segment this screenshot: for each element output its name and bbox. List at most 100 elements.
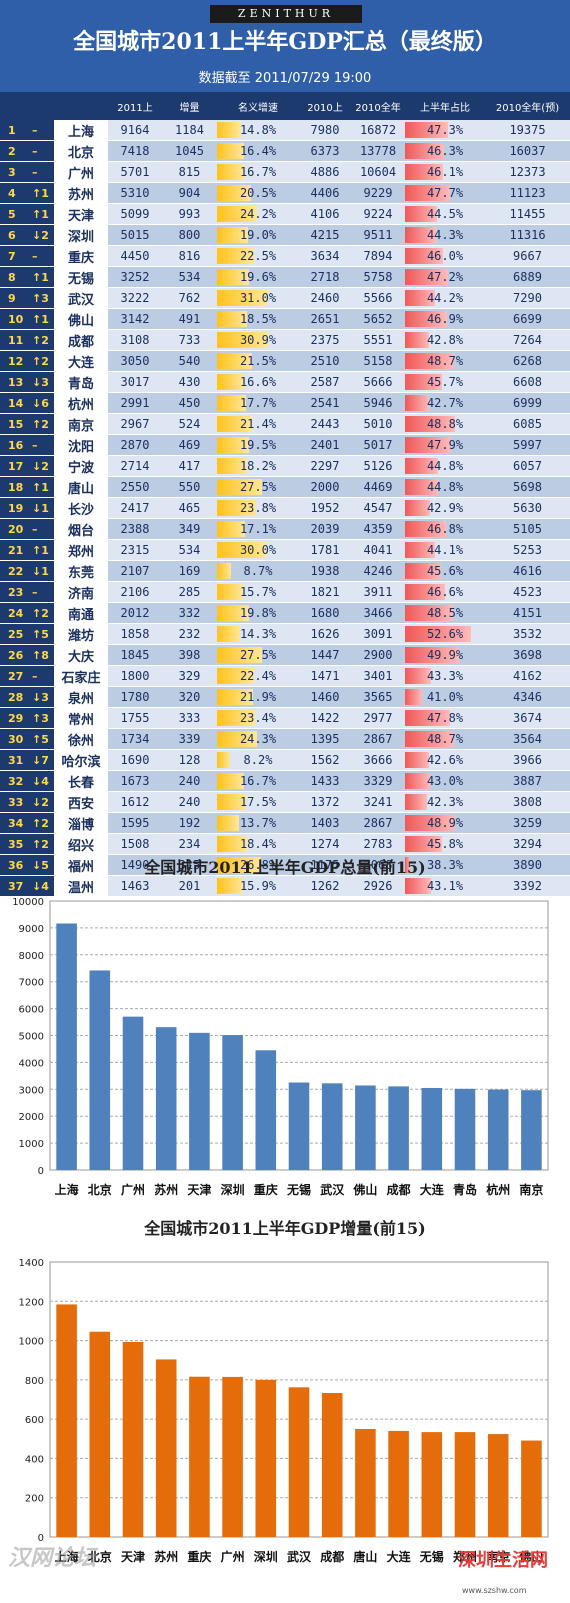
share-value: 46.9% <box>426 312 464 326</box>
increase-cell: 169 <box>162 560 217 582</box>
rank-change-cell: – <box>28 665 54 687</box>
x-tick-label: 苏州 <box>154 1182 178 1197</box>
rank-cell: 28 <box>0 686 28 708</box>
share-cell: 47.8% <box>405 707 485 729</box>
bar <box>521 1090 542 1170</box>
increase-cell: 339 <box>162 728 217 750</box>
y-tick-label: 6000 <box>19 1005 44 1016</box>
fy-2010-cell: 3401 <box>351 665 405 687</box>
growth-cell: 16.7% <box>217 770 299 792</box>
rank-cell: 18 <box>0 476 28 498</box>
growth-bar <box>217 395 247 411</box>
h1-2010-cell: 2510 <box>299 350 351 372</box>
growth-value: 21.9% <box>239 690 277 704</box>
h1-2010-cell: 7980 <box>299 120 351 141</box>
growth-cell: 15.7% <box>217 581 299 603</box>
rank-cell: 21 <box>0 539 28 561</box>
share-bar <box>405 731 455 747</box>
table-row: 10 ↑1 佛山 3142 491 18.5% 2651 5652 46.9% 6699 <box>0 308 570 330</box>
share-value: 41.0% <box>426 690 464 704</box>
fy-2010-cell: 3068 <box>351 854 405 876</box>
growth-cell: 13.7% <box>217 812 299 834</box>
city-cell: 淄博 <box>54 812 108 834</box>
fy-2010-est-cell: 4346 <box>485 686 570 708</box>
growth-cell: 24.3% <box>217 728 299 750</box>
fy-2010-cell: 2867 <box>351 812 405 834</box>
share-cell: 44.8% <box>405 476 485 498</box>
city-cell: 南通 <box>54 602 108 624</box>
share-bar <box>405 395 429 411</box>
x-tick-label: 武汉 <box>320 1182 345 1197</box>
growth-cell: 30.0% <box>217 539 299 561</box>
share-bar <box>405 416 455 432</box>
increase-cell: 1045 <box>162 140 217 162</box>
h1-2010-cell: 4886 <box>299 161 351 183</box>
share-cell: 48.8% <box>405 413 485 435</box>
city-cell: 泉州 <box>54 686 108 708</box>
growth-bar <box>217 857 261 873</box>
header-h1-2010: 2010上 <box>299 92 351 120</box>
h1-2011-cell: 1845 <box>108 644 162 666</box>
table-row: 6 ↓2 深圳 5015 800 19.0% 4215 9511 44.3% 11316 <box>0 224 570 246</box>
y-tick-label: 8000 <box>19 951 44 962</box>
share-value: 46.6% <box>426 585 464 599</box>
city-cell: 郑州 <box>54 539 108 561</box>
share-bar <box>405 794 428 810</box>
rank-cell: 36 <box>0 854 28 876</box>
growth-value: 27.5% <box>239 648 277 662</box>
increase-cell: 192 <box>162 812 217 834</box>
growth-bar <box>217 668 254 684</box>
h1-2011-cell: 3142 <box>108 308 162 330</box>
fy-2010-est-cell: 11455 <box>485 203 570 225</box>
share-value: 44.3% <box>426 228 464 242</box>
table-row: 5 ↑1 天津 5099 993 24.2% 4106 9224 44.5% 11455 <box>0 203 570 225</box>
fy-2010-est-cell: 5630 <box>485 497 570 519</box>
fy-2010-cell: 5666 <box>351 371 405 393</box>
h1-2011-cell: 2417 <box>108 497 162 519</box>
growth-bar <box>217 605 250 621</box>
x-tick-label: 杭州 <box>486 1182 510 1197</box>
h1-2010-cell: 1952 <box>299 497 351 519</box>
share-cell: 42.8% <box>405 329 485 351</box>
share-value: 46.1% <box>426 165 464 179</box>
rank-cell: 19 <box>0 497 28 519</box>
growth-cell: 8.7% <box>217 560 299 582</box>
rank-cell: 6 <box>0 224 28 246</box>
rank-change-cell: ↑8 <box>28 644 54 666</box>
rank-cell: 7 <box>0 245 28 267</box>
x-tick-label: 苏州 <box>154 1549 178 1564</box>
gdp-table: 2011上 增量 名义增速 2010上 2010全年 上半年占比 2010全年(… <box>0 92 570 897</box>
rank-cell: 30 <box>0 728 28 750</box>
growth-value: 19.5% <box>239 438 277 452</box>
x-tick-label: 深圳 <box>254 1549 278 1564</box>
city-cell: 石家庄 <box>54 665 108 687</box>
fy-2010-cell: 9229 <box>351 182 405 204</box>
growth-value: 24.2% <box>239 207 277 221</box>
growth-cell: 18.4% <box>217 833 299 855</box>
share-cell: 48.7% <box>405 350 485 372</box>
growth-cell: 22.4% <box>217 665 299 687</box>
rank-change-cell: ↑2 <box>28 413 54 435</box>
growth-cell: 19.5% <box>217 434 299 456</box>
x-tick-label: 无锡 <box>286 1182 311 1197</box>
h1-2011-cell: 1690 <box>108 749 162 771</box>
fy-2010-est-cell: 4162 <box>485 665 570 687</box>
increase-cell: 285 <box>162 581 217 603</box>
h1-2010-cell: 2443 <box>299 413 351 435</box>
fy-2010-cell: 16872 <box>351 120 405 141</box>
fy-2010-est-cell: 11123 <box>485 182 570 204</box>
x-tick-label: 北京 <box>88 1182 112 1197</box>
table-row: 19 ↓1 长沙 2417 465 23.8% 1952 4547 42.9% 5630 <box>0 497 570 519</box>
growth-bar <box>217 458 247 474</box>
share-cell: 44.8% <box>405 455 485 477</box>
growth-value: 18.4% <box>239 837 277 851</box>
fy-2010-cell: 2867 <box>351 728 405 750</box>
share-bar <box>405 521 447 537</box>
rank-change-cell: ↓2 <box>28 455 54 477</box>
fy-2010-est-cell: 4616 <box>485 560 570 582</box>
growth-bar <box>217 185 251 201</box>
table-row: 17 ↓2 宁波 2714 417 18.2% 2297 5126 44.8% 6057 <box>0 455 570 477</box>
h1-2011-cell: 2967 <box>108 413 162 435</box>
h1-2010-cell: 1680 <box>299 602 351 624</box>
growth-bar <box>217 206 257 222</box>
